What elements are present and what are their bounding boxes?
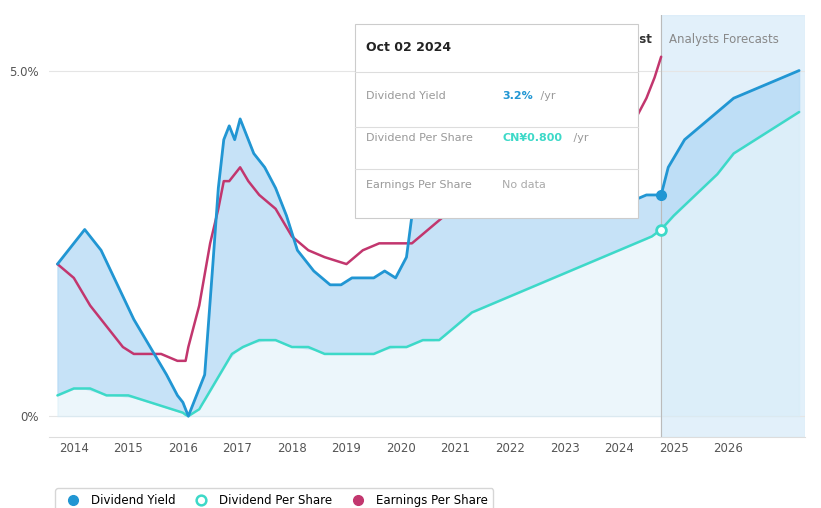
- Text: Earnings Per Share: Earnings Per Share: [366, 180, 472, 189]
- Bar: [661, 15, 805, 437]
- Text: Past: Past: [624, 34, 653, 46]
- FancyBboxPatch shape: [355, 24, 639, 217]
- Text: CN¥0.800: CN¥0.800: [502, 133, 562, 143]
- Legend: Dividend Yield, Dividend Per Share, Earnings Per Share: Dividend Yield, Dividend Per Share, Earn…: [55, 488, 493, 508]
- Text: /yr: /yr: [571, 133, 589, 143]
- Text: Oct 02 2024: Oct 02 2024: [366, 41, 452, 53]
- Text: /yr: /yr: [537, 91, 556, 101]
- Text: Dividend Per Share: Dividend Per Share: [366, 133, 474, 143]
- Text: Analysts Forecasts: Analysts Forecasts: [669, 34, 779, 46]
- Text: 3.2%: 3.2%: [502, 91, 533, 101]
- Text: Dividend Yield: Dividend Yield: [366, 91, 447, 101]
- Text: No data: No data: [502, 180, 546, 189]
